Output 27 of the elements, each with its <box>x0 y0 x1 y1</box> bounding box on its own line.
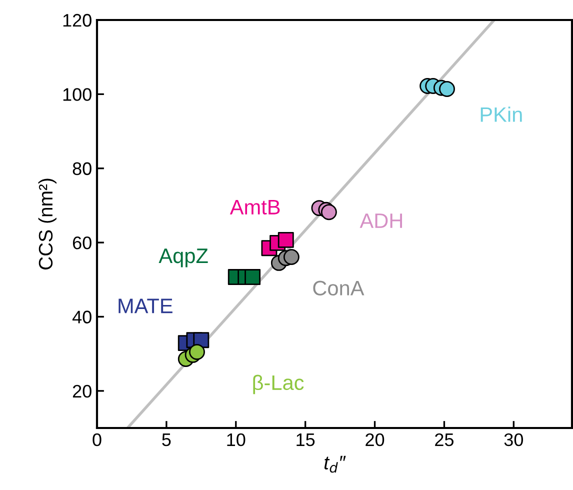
x-tick-label: 30 <box>504 433 524 446</box>
point <box>244 269 261 286</box>
x-tick-label: 0 <box>92 433 102 446</box>
y-tick-label: 120 <box>63 14 92 27</box>
x-tick-label: 20 <box>366 433 384 446</box>
x-tick-label: 15 <box>296 434 315 446</box>
series-label: AqpZ <box>158 248 208 268</box>
y-tick-label: 80 <box>72 162 92 176</box>
x-tick-label: 25 <box>435 433 454 446</box>
y-tick-label: 40 <box>72 310 92 324</box>
text: β-Lac <box>253 374 304 394</box>
x-axis-title: t$_{d}$″ <box>324 456 346 473</box>
point <box>278 232 294 248</box>
series-label: ADH <box>360 214 402 228</box>
series-label: MATE <box>118 298 172 314</box>
y-tick-label: 100 <box>63 88 92 101</box>
point <box>283 249 300 265</box>
x-tick-label: 10 <box>227 433 246 446</box>
y-tick-label: 20 <box>72 384 92 398</box>
series-label: PKin <box>480 106 522 122</box>
series-label: ConA <box>313 280 364 296</box>
y-axis-title: CCS (nm²) <box>38 178 56 270</box>
series-label: AmtB <box>230 200 280 214</box>
point <box>439 81 455 97</box>
x-tick-label: 5 <box>162 434 171 446</box>
y-tick-label: 60 <box>72 236 92 250</box>
point <box>189 344 205 360</box>
